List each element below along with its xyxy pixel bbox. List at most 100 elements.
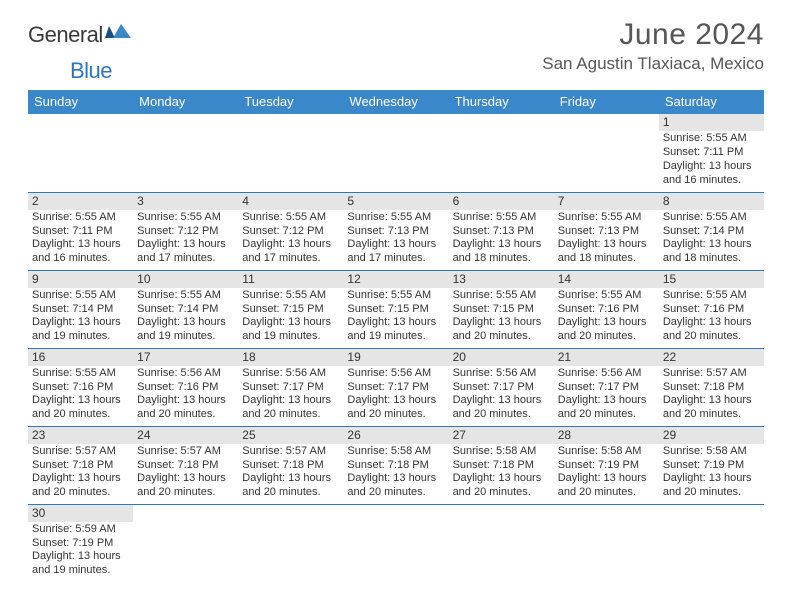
day-details: Sunrise: 5:55 AMSunset: 7:16 PMDaylight:… — [28, 366, 133, 424]
calendar-cell: 1Sunrise: 5:55 AMSunset: 7:11 PMDaylight… — [659, 114, 764, 192]
calendar-cell — [659, 504, 764, 582]
calendar-cell — [133, 114, 238, 192]
day-number: 10 — [133, 271, 238, 288]
calendar-cell — [28, 114, 133, 192]
calendar-row: 16Sunrise: 5:55 AMSunset: 7:16 PMDayligh… — [28, 348, 764, 426]
day-header: Thursday — [449, 90, 554, 114]
day-details: Sunrise: 5:55 AMSunset: 7:13 PMDaylight:… — [449, 210, 554, 268]
calendar-cell: 20Sunrise: 5:56 AMSunset: 7:17 PMDayligh… — [449, 348, 554, 426]
day-details: Sunrise: 5:55 AMSunset: 7:13 PMDaylight:… — [554, 210, 659, 268]
calendar-cell: 5Sunrise: 5:55 AMSunset: 7:13 PMDaylight… — [343, 192, 448, 270]
logo-text-blue: Blue — [70, 58, 112, 83]
day-number: 3 — [133, 193, 238, 210]
day-number: 16 — [28, 349, 133, 366]
month-year: June 2024 — [542, 18, 764, 52]
day-details: Sunrise: 5:57 AMSunset: 7:18 PMDaylight:… — [238, 444, 343, 502]
day-details: Sunrise: 5:55 AMSunset: 7:15 PMDaylight:… — [343, 288, 448, 346]
calendar-cell: 6Sunrise: 5:55 AMSunset: 7:13 PMDaylight… — [449, 192, 554, 270]
day-number: 12 — [343, 271, 448, 288]
calendar-cell: 9Sunrise: 5:55 AMSunset: 7:14 PMDaylight… — [28, 270, 133, 348]
calendar-cell — [554, 504, 659, 582]
day-details: Sunrise: 5:55 AMSunset: 7:16 PMDaylight:… — [554, 288, 659, 346]
day-number: 29 — [659, 427, 764, 444]
day-number: 11 — [238, 271, 343, 288]
calendar-row: 2Sunrise: 5:55 AMSunset: 7:11 PMDaylight… — [28, 192, 764, 270]
calendar-table: Sunday Monday Tuesday Wednesday Thursday… — [28, 90, 764, 582]
day-details: Sunrise: 5:58 AMSunset: 7:18 PMDaylight:… — [449, 444, 554, 502]
calendar-cell: 18Sunrise: 5:56 AMSunset: 7:17 PMDayligh… — [238, 348, 343, 426]
calendar-cell — [449, 114, 554, 192]
calendar-cell: 10Sunrise: 5:55 AMSunset: 7:14 PMDayligh… — [133, 270, 238, 348]
logo-text-general: General — [28, 22, 103, 48]
day-header: Saturday — [659, 90, 764, 114]
day-header: Sunday — [28, 90, 133, 114]
calendar-cell — [343, 504, 448, 582]
day-number: 23 — [28, 427, 133, 444]
day-number: 7 — [554, 193, 659, 210]
day-number: 28 — [554, 427, 659, 444]
day-details: Sunrise: 5:58 AMSunset: 7:19 PMDaylight:… — [554, 444, 659, 502]
day-number: 8 — [659, 193, 764, 210]
calendar-cell: 21Sunrise: 5:56 AMSunset: 7:17 PMDayligh… — [554, 348, 659, 426]
day-number: 6 — [449, 193, 554, 210]
day-details: Sunrise: 5:55 AMSunset: 7:14 PMDaylight:… — [28, 288, 133, 346]
logo: General — [28, 22, 131, 48]
calendar-cell: 4Sunrise: 5:55 AMSunset: 7:12 PMDaylight… — [238, 192, 343, 270]
day-number: 30 — [28, 505, 133, 522]
calendar-cell: 23Sunrise: 5:57 AMSunset: 7:18 PMDayligh… — [28, 426, 133, 504]
day-number: 9 — [28, 271, 133, 288]
day-header: Monday — [133, 90, 238, 114]
calendar-cell: 19Sunrise: 5:56 AMSunset: 7:17 PMDayligh… — [343, 348, 448, 426]
day-details: Sunrise: 5:55 AMSunset: 7:13 PMDaylight:… — [343, 210, 448, 268]
day-details: Sunrise: 5:55 AMSunset: 7:14 PMDaylight:… — [133, 288, 238, 346]
day-number: 4 — [238, 193, 343, 210]
calendar-row: 30Sunrise: 5:59 AMSunset: 7:19 PMDayligh… — [28, 504, 764, 582]
day-details: Sunrise: 5:55 AMSunset: 7:15 PMDaylight:… — [449, 288, 554, 346]
calendar-cell — [449, 504, 554, 582]
day-number: 1 — [659, 114, 764, 131]
logo-flag-icon — [105, 24, 131, 47]
day-details: Sunrise: 5:56 AMSunset: 7:16 PMDaylight:… — [133, 366, 238, 424]
calendar-row: 1Sunrise: 5:55 AMSunset: 7:11 PMDaylight… — [28, 114, 764, 192]
day-number: 18 — [238, 349, 343, 366]
day-header: Wednesday — [343, 90, 448, 114]
day-number: 25 — [238, 427, 343, 444]
day-details: Sunrise: 5:58 AMSunset: 7:18 PMDaylight:… — [343, 444, 448, 502]
day-header-row: Sunday Monday Tuesday Wednesday Thursday… — [28, 90, 764, 114]
day-details: Sunrise: 5:57 AMSunset: 7:18 PMDaylight:… — [133, 444, 238, 502]
calendar-cell: 14Sunrise: 5:55 AMSunset: 7:16 PMDayligh… — [554, 270, 659, 348]
day-details: Sunrise: 5:55 AMSunset: 7:14 PMDaylight:… — [659, 210, 764, 268]
day-number: 19 — [343, 349, 448, 366]
calendar-cell — [238, 504, 343, 582]
calendar-cell: 13Sunrise: 5:55 AMSunset: 7:15 PMDayligh… — [449, 270, 554, 348]
day-details: Sunrise: 5:56 AMSunset: 7:17 PMDaylight:… — [554, 366, 659, 424]
day-number: 2 — [28, 193, 133, 210]
calendar-cell: 11Sunrise: 5:55 AMSunset: 7:15 PMDayligh… — [238, 270, 343, 348]
calendar-cell — [238, 114, 343, 192]
location: San Agustin Tlaxiaca, Mexico — [542, 54, 764, 74]
calendar-cell: 26Sunrise: 5:58 AMSunset: 7:18 PMDayligh… — [343, 426, 448, 504]
day-details: Sunrise: 5:57 AMSunset: 7:18 PMDaylight:… — [659, 366, 764, 424]
day-number: 21 — [554, 349, 659, 366]
day-number: 15 — [659, 271, 764, 288]
day-details: Sunrise: 5:55 AMSunset: 7:12 PMDaylight:… — [238, 210, 343, 268]
calendar-cell: 17Sunrise: 5:56 AMSunset: 7:16 PMDayligh… — [133, 348, 238, 426]
day-details: Sunrise: 5:57 AMSunset: 7:18 PMDaylight:… — [28, 444, 133, 502]
day-header: Tuesday — [238, 90, 343, 114]
day-number: 27 — [449, 427, 554, 444]
day-details: Sunrise: 5:55 AMSunset: 7:11 PMDaylight:… — [28, 210, 133, 268]
day-details: Sunrise: 5:58 AMSunset: 7:19 PMDaylight:… — [659, 444, 764, 502]
calendar-cell: 3Sunrise: 5:55 AMSunset: 7:12 PMDaylight… — [133, 192, 238, 270]
calendar-cell: 16Sunrise: 5:55 AMSunset: 7:16 PMDayligh… — [28, 348, 133, 426]
day-details: Sunrise: 5:56 AMSunset: 7:17 PMDaylight:… — [238, 366, 343, 424]
calendar-row: 23Sunrise: 5:57 AMSunset: 7:18 PMDayligh… — [28, 426, 764, 504]
calendar-cell: 30Sunrise: 5:59 AMSunset: 7:19 PMDayligh… — [28, 504, 133, 582]
calendar-cell: 24Sunrise: 5:57 AMSunset: 7:18 PMDayligh… — [133, 426, 238, 504]
day-details: Sunrise: 5:59 AMSunset: 7:19 PMDaylight:… — [28, 522, 133, 580]
calendar-cell: 8Sunrise: 5:55 AMSunset: 7:14 PMDaylight… — [659, 192, 764, 270]
calendar-cell: 25Sunrise: 5:57 AMSunset: 7:18 PMDayligh… — [238, 426, 343, 504]
calendar-cell — [554, 114, 659, 192]
calendar-cell: 15Sunrise: 5:55 AMSunset: 7:16 PMDayligh… — [659, 270, 764, 348]
day-details: Sunrise: 5:55 AMSunset: 7:11 PMDaylight:… — [659, 131, 764, 189]
calendar-cell: 7Sunrise: 5:55 AMSunset: 7:13 PMDaylight… — [554, 192, 659, 270]
